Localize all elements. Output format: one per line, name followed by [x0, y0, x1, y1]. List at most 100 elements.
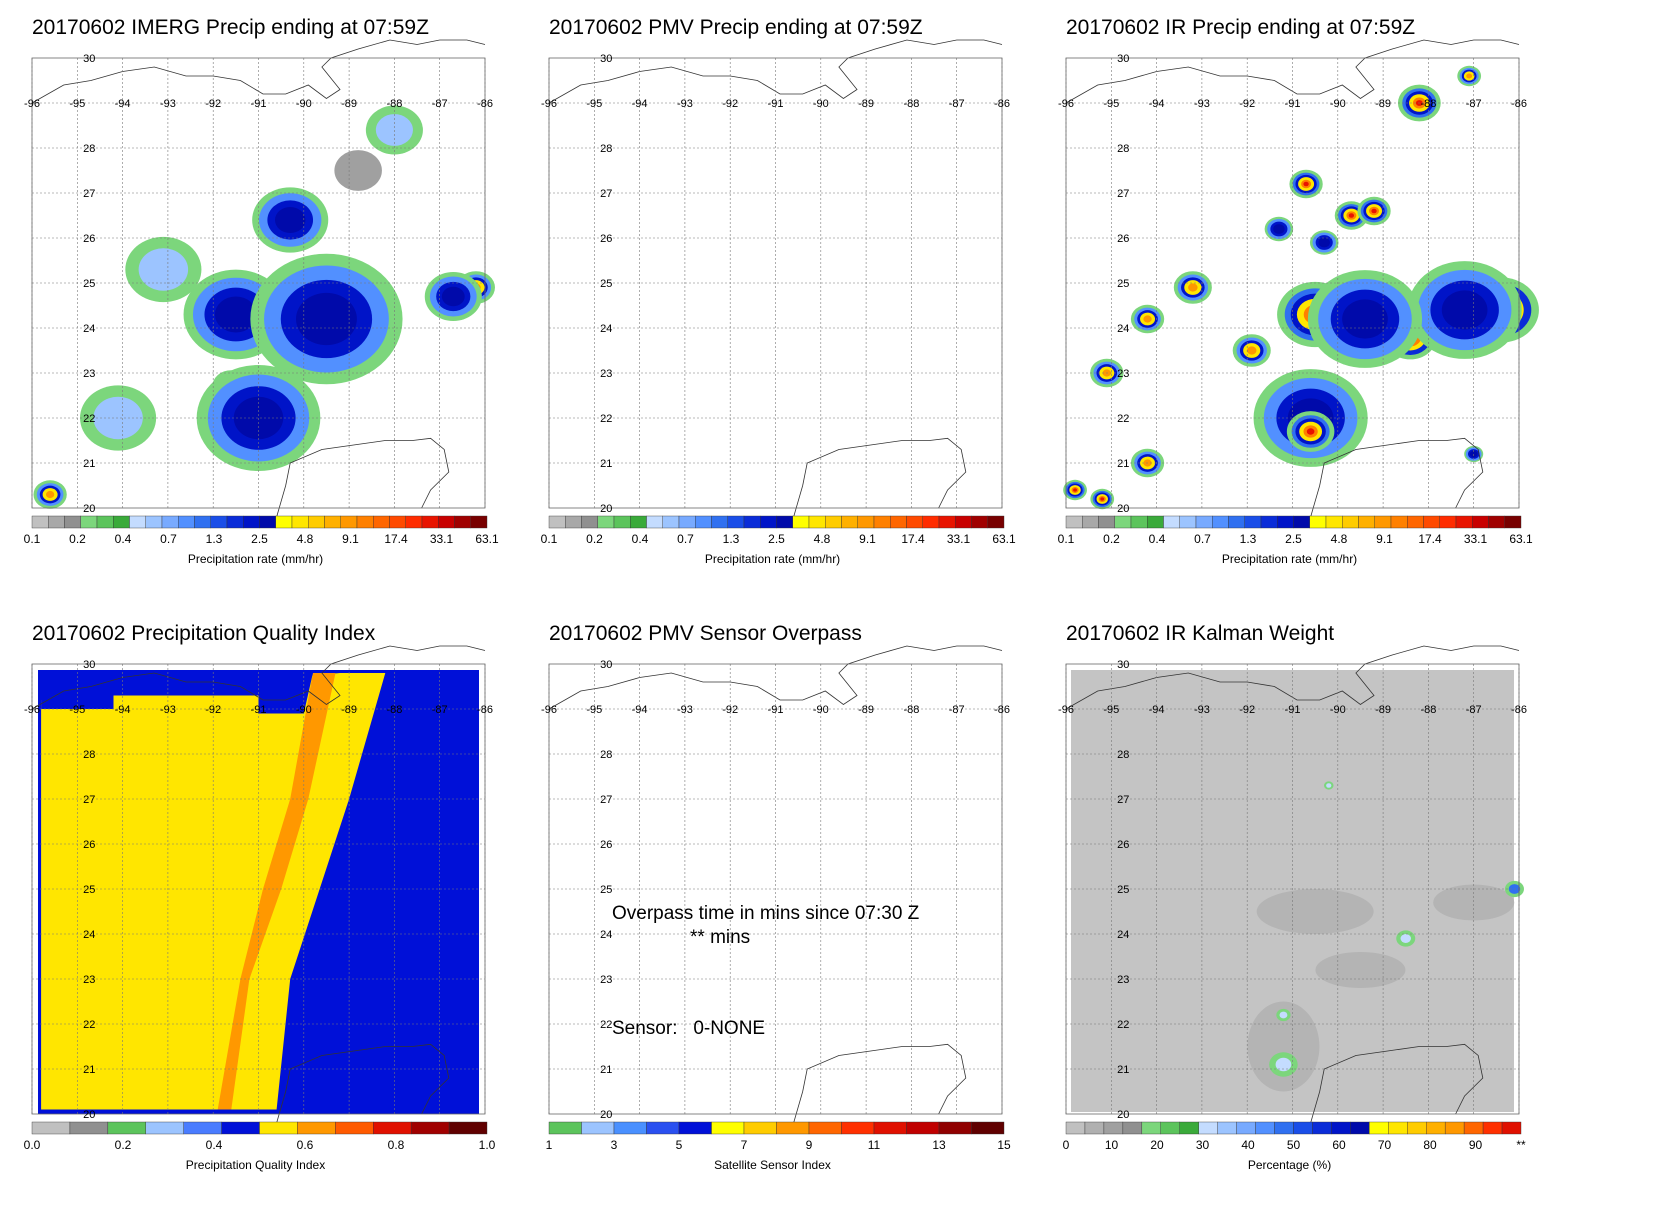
- colorbar-segment: [145, 515, 163, 529]
- colorbar-tick-label: 0.7: [677, 532, 694, 546]
- precip-cell: [1357, 196, 1391, 226]
- precip-contour: [93, 396, 143, 440]
- lon-tick-label: -87: [432, 704, 448, 716]
- precip-contour: [1348, 213, 1355, 218]
- lat-tick-label: 22: [600, 413, 612, 425]
- colorbar-segment: [938, 1121, 972, 1135]
- precip-contour: [1303, 181, 1309, 187]
- colorbar-segment: [291, 515, 309, 529]
- colorbar-segment: [1244, 515, 1262, 529]
- plot-border: [31, 57, 486, 509]
- precip-cell: [334, 150, 382, 191]
- lat-tick-label: 23: [83, 974, 95, 986]
- precip-cell: [1264, 216, 1294, 242]
- lat-tick-label: 28: [83, 749, 95, 761]
- lat-tick-label: 22: [83, 413, 95, 425]
- lon-tick-label: -92: [722, 98, 738, 110]
- lon-tick-label: -90: [813, 98, 829, 110]
- lon-tick-label: -93: [160, 98, 176, 110]
- panel-quality-index: 20170602 Precipitation Quality Index -96…: [0, 606, 540, 1206]
- colorbar-segment: [183, 1121, 222, 1135]
- lon-tick-label: -90: [1330, 704, 1346, 716]
- lat-tick-label: 21: [600, 1064, 612, 1076]
- lon-tick-label: -93: [160, 704, 176, 716]
- colorbar-segment: [31, 1121, 71, 1135]
- colorbar-segment: [1407, 515, 1424, 529]
- colorbar-segment: [1255, 1121, 1275, 1135]
- lon-tick-label: -92: [1239, 704, 1255, 716]
- colorbar-segment: [308, 515, 325, 529]
- lon-tick-label: -89: [1375, 98, 1391, 110]
- colorbar-segment: [69, 1121, 109, 1135]
- colorbar-tick-label: 2.5: [251, 532, 268, 546]
- lat-tick-label: 20: [1117, 1109, 1129, 1121]
- colorbar-tick-label: 17.4: [384, 532, 408, 546]
- colorbar-tick-label: 9.1: [342, 532, 359, 546]
- lon-tick-label: -92: [722, 704, 738, 716]
- colorbar-tick-label: 10: [1105, 1138, 1119, 1152]
- colorbar-segment: [760, 515, 777, 529]
- colorbar-tick-label: 1.3: [1240, 532, 1257, 546]
- precip-contour: [1441, 290, 1488, 330]
- lon-tick-label: -87: [949, 98, 965, 110]
- colorbar-segment: [1274, 1121, 1294, 1135]
- colorbar-tick-label: 11: [868, 1138, 881, 1152]
- colorbar-segment: [1455, 515, 1473, 529]
- colorbar-segment: [841, 1121, 875, 1135]
- lon-tick-label: -89: [858, 704, 874, 716]
- precip-cell: [1276, 1008, 1291, 1022]
- precip-contour: [1466, 73, 1473, 79]
- colorbar-segment: [1084, 1121, 1105, 1135]
- coastline-yucatan: [793, 437, 967, 518]
- precip-contour: [1306, 428, 1315, 435]
- colorbar-segment: [470, 515, 488, 529]
- lon-tick-label: -89: [341, 98, 357, 110]
- panel-ir-precip: 20170602 IR Precip ending at 07:59Z -96-…: [1034, 0, 1574, 600]
- lon-tick-label: -96: [1058, 704, 1074, 716]
- coastline: [548, 39, 1003, 518]
- lon-tick-label: -94: [115, 704, 131, 716]
- colorbar-segment: [324, 515, 341, 529]
- lon-tick-label: -96: [24, 98, 40, 110]
- coastline: [548, 645, 1003, 1124]
- precip-contour: [1318, 237, 1330, 248]
- colorbar-segment: [841, 515, 858, 529]
- colorbar-segment: [1501, 1121, 1522, 1135]
- colorbar-segment: [1114, 515, 1132, 529]
- lat-tick-label: 30: [83, 53, 95, 65]
- lon-tick-label: -95: [586, 98, 602, 110]
- plot-border: [31, 663, 486, 1115]
- panel-title: 20170602 IR Kalman Weight: [1066, 622, 1335, 645]
- lat-tick-label: 20: [600, 1109, 612, 1121]
- lon-tick-label: -91: [1285, 704, 1301, 716]
- lon-tick-label: -89: [858, 98, 874, 110]
- coastline-yucatan: [276, 437, 450, 518]
- colorbar-tick-label: 0.8: [388, 1138, 405, 1152]
- plot-border: [548, 663, 1003, 1115]
- lat-tick-label: 23: [83, 368, 95, 380]
- sensor-text: Sensor: 0-NONE: [612, 1018, 766, 1039]
- lon-tick-label: -95: [586, 704, 602, 716]
- colorbar-segment: [1195, 515, 1213, 529]
- panel-sensor-overpass: 20170602 PMV Sensor Overpass -96 -95 -94 -9…: [517, 606, 1057, 1206]
- colorbar-segment: [1082, 515, 1099, 529]
- colorbar-segment: [873, 515, 891, 529]
- colorbar-segment: [678, 1121, 712, 1135]
- colorbar-segment: [548, 515, 566, 529]
- precip-contour: [1143, 315, 1152, 323]
- colorbar-label: Precipitation rate (mm/hr): [705, 552, 840, 566]
- precip-cell: [252, 187, 329, 253]
- colorbar-tick-label: 0.4: [1149, 532, 1166, 546]
- colorbar-segment: [890, 515, 907, 529]
- lon-tick-label: -88: [1420, 98, 1436, 110]
- precip-cell: [1309, 230, 1339, 255]
- colorbar-tick-label: 0.7: [1194, 532, 1211, 546]
- lon-tick-label: -88: [1420, 704, 1436, 716]
- kalman-weight-map: -96 -95 -94 -93 -92 -91 -90 -89 -88 -87 -86 30 28 27 2…: [1058, 645, 1527, 1172]
- colorbar-segment: [971, 515, 988, 529]
- lon-tick-label: -95: [1103, 98, 1119, 110]
- precip-contour: [1188, 283, 1198, 292]
- precip-map-pmv: -96 -95 -94 -93 -92 -91 -90 -89 -88 -87 -86 30 28 27 2…: [541, 39, 1016, 566]
- coastline-us: [548, 39, 1003, 104]
- colorbar-tick-label: 0.1: [1058, 532, 1075, 546]
